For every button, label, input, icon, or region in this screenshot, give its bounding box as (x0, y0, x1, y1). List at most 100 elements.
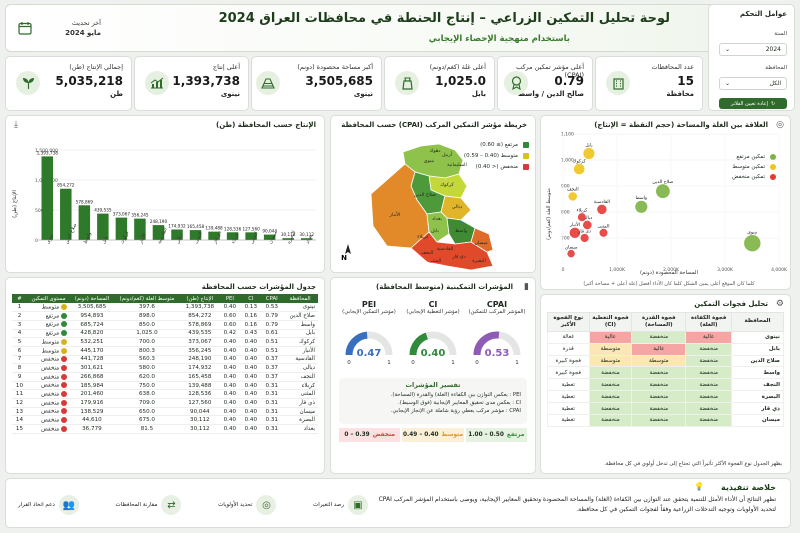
indicator-col-header[interactable]: المحافظة (282, 294, 318, 303)
kpi-value: 5,035,218 (55, 74, 123, 88)
indicator-cell: نينوى (282, 303, 318, 313)
scatter-point[interactable] (597, 204, 607, 215)
indicator-table-row[interactable]: بابل 0.61 0.43 0.42 439,535 1,025.0 428,820 مرت… (12, 329, 318, 339)
kpi-card-total-production: إجمالي الإنتاج (طن) 5,035,218 طن (5, 56, 132, 111)
indicator-table-row[interactable]: المثنى 0.31 0.40 0.40 128,536 638.0 201,460 منخ… (12, 389, 318, 400)
gov-select[interactable]: الكل ⌄ (719, 77, 787, 90)
gap-col-header[interactable]: فجوة القدرة (المساحة) (631, 312, 687, 332)
indicator-cell: 0.40 (240, 381, 262, 391)
indicator-table-row[interactable]: ميسان 0.31 0.40 0.40 90,044 650.0 138,529 منخفض… (12, 407, 318, 417)
map-label: المثنى (429, 258, 441, 264)
indicator-table-row[interactable]: ديالى 0.37 0.40 0.40 174,932 580.0 301,621 منخف… (12, 363, 318, 373)
action-monitor[interactable]: ▣ رصد التغيرات (313, 489, 368, 521)
scatter-point[interactable] (577, 213, 586, 222)
indicator-table-row[interactable]: كركوك 0.51 0.40 0.40 373,067 700.0 532,251 متوس… (12, 337, 318, 347)
map-label: الأنبار (389, 211, 401, 218)
bar-10[interactable] (226, 232, 239, 240)
action-team[interactable]: 👥 دعم اتخاذ القرار (18, 489, 79, 521)
scatter-point[interactable] (567, 249, 575, 258)
download-icon[interactable]: ⤓ (14, 120, 18, 130)
scatter-point[interactable] (744, 235, 761, 252)
target-icon: ◎ (256, 495, 277, 515)
bar-12[interactable] (263, 234, 276, 240)
gap-table-row[interactable]: ذي قار منخفضة منخفضة منخفضة تغطية (547, 402, 784, 415)
gap-table-row[interactable]: النجف منخفضة منخفضة منخفضة تغطية (547, 378, 784, 392)
legend-label: متوسط (0.40 – 0.59) (463, 153, 518, 159)
wheat-bag-icon (395, 71, 419, 95)
indicator-table-row[interactable]: صلاح الدين 0.79 0.16 0.60 854,272 898.0 954,89… (12, 311, 318, 321)
indicator-col-header[interactable]: الإنتاج (طن) (180, 294, 220, 303)
bar-8[interactable] (189, 230, 202, 240)
map-label: دهوك (429, 148, 440, 154)
gap-table-row[interactable]: واسط منخفضة منخفضة منخفضة فجوة كبيرة (547, 366, 784, 380)
scatter-point[interactable] (583, 147, 595, 160)
gap-col-header[interactable]: فجوة التغطية (CI) (588, 312, 633, 332)
gap-table-row[interactable]: البصرة منخفضة منخفضة منخفضة تغطية (547, 390, 784, 404)
indicator-table-row[interactable]: نينوى 0.53 0.13 0.40 1,393,738 397.6 3,505,685… (12, 303, 318, 313)
indicator-table-row[interactable]: النجف 0.37 0.40 0.40 165,458 620.0 266,868 منخف… (12, 372, 318, 382)
indicator-cell: 685,724 (70, 320, 114, 330)
scatter-point[interactable] (582, 220, 592, 230)
map-region-maysan[interactable] (470, 227, 494, 253)
bar-2[interactable] (78, 205, 91, 240)
indicator-table-row[interactable]: ذي قار 0.31 0.40 0.40 127,560 709.0 179,916 منخ… (12, 398, 318, 408)
indicator-cell: 0.31 (261, 389, 283, 400)
kpi-value: 3,505,685 (305, 74, 373, 88)
bar-11[interactable] (245, 232, 257, 240)
indicator-table-row[interactable]: واسط 0.79 0.16 0.60 578,869 850.0 685,724 مرتفع… (12, 320, 318, 330)
indicator-col-header[interactable]: CI (240, 294, 262, 303)
indicator-col-header[interactable]: المساحة (دونم) (70, 294, 114, 303)
map-panel-title: خريطة مؤشر التمكين المركب (CPAI) حسب الم… (341, 121, 527, 129)
bar-6[interactable] (152, 225, 165, 240)
level-dot (61, 417, 68, 424)
scatter-point[interactable] (573, 163, 585, 175)
indicator-table-row[interactable]: البصرة 0.31 0.40 0.40 30,112 675.0 44,610 منخفض… (12, 415, 318, 426)
scatter-point[interactable] (656, 184, 670, 199)
indicator-col-header[interactable]: CPAI (261, 294, 283, 303)
bar-0[interactable] (41, 156, 54, 240)
scatter-point[interactable] (635, 200, 648, 213)
bar-4[interactable] (115, 217, 128, 240)
indicator-col-header[interactable]: PEI (219, 294, 241, 303)
scale-high: مرتفع 0.50 – 1.00 (465, 428, 527, 442)
gap-table-row[interactable]: نينوى عالية منخفضة عالية غغالة (547, 330, 784, 344)
kpi-label: إجمالي الإنتاج (طن) (69, 63, 123, 71)
indicator-cell: 301,621 (70, 363, 114, 373)
indicator-cell: بابل (282, 329, 318, 339)
page-subtitle: باستخدام منهجية الإحصاء الإيجابي (428, 34, 570, 44)
indicator-table-row[interactable]: الأنبار 0.51 0.40 0.40 356,245 800.3 445,170 مت… (12, 346, 318, 356)
gap-col-header[interactable]: فجوة الكفاءة (الغلة) (685, 312, 732, 332)
indicator-table-row[interactable]: كربلاء 0.31 0.40 0.40 139,488 750.0 185,984 منخ… (12, 381, 318, 391)
bar-9[interactable] (208, 231, 220, 240)
indicator-table-row[interactable]: بغداد 0.31 0.40 0.40 30,112 81.5 36,779 منخفض 15 (12, 424, 318, 434)
gauge-ci: CI (مؤشر التغطية الإيجابي) 0.40 0 1 (403, 300, 463, 375)
indicator-col-header[interactable]: # (12, 294, 27, 303)
year-select[interactable]: 2024 ⌄ (719, 43, 787, 56)
indicator-col-header[interactable]: مستوى التمكين (26, 294, 71, 303)
indicator-col-header[interactable]: متوسط الغلة (كغم/دونم) (113, 294, 181, 303)
action-compare[interactable]: ⇄ مقارنة المحافظات (116, 489, 182, 521)
scatter-point[interactable] (568, 192, 577, 201)
bar-3[interactable] (97, 213, 109, 240)
bar-14[interactable] (300, 238, 313, 240)
legend-label: تمكين متوسط (732, 164, 765, 170)
bar-13[interactable] (282, 238, 294, 240)
scatter-point[interactable] (569, 227, 581, 239)
scatter-point[interactable] (599, 228, 608, 237)
bar-7[interactable] (171, 229, 183, 240)
bar-5[interactable] (134, 218, 146, 240)
scatter-point[interactable] (580, 233, 589, 243)
legend-dot-high (770, 154, 776, 160)
bar-category-label: البصرة (286, 230, 297, 245)
reset-filters-button[interactable]: ↻ إعادة تعيين الفلاتر (719, 98, 787, 109)
action-target[interactable]: ◎ تحديد الأولويات (218, 489, 277, 521)
gauge-label: (مؤشر التغطية الإيجابي) (406, 309, 460, 315)
gap-table-row[interactable]: صلاح الدين منخفضة متوسطة متوسطة فجوة كبيرة (547, 354, 784, 368)
gap-col-header[interactable]: المحافظة (731, 312, 784, 332)
bar-1[interactable] (60, 188, 72, 240)
gap-col-header[interactable]: نوع الفجوة الأكبر (547, 312, 590, 332)
indicator-table-row[interactable]: القادسية 0.37 0.40 0.40 248,190 560.3 441,728 م… (12, 355, 318, 365)
gap-table-row[interactable]: ميسان منخفضة منخفضة منخفضة تغطية (547, 413, 784, 427)
gap-table-row[interactable]: بابل منخفضة عالية متوسطة قدرة (547, 342, 784, 356)
